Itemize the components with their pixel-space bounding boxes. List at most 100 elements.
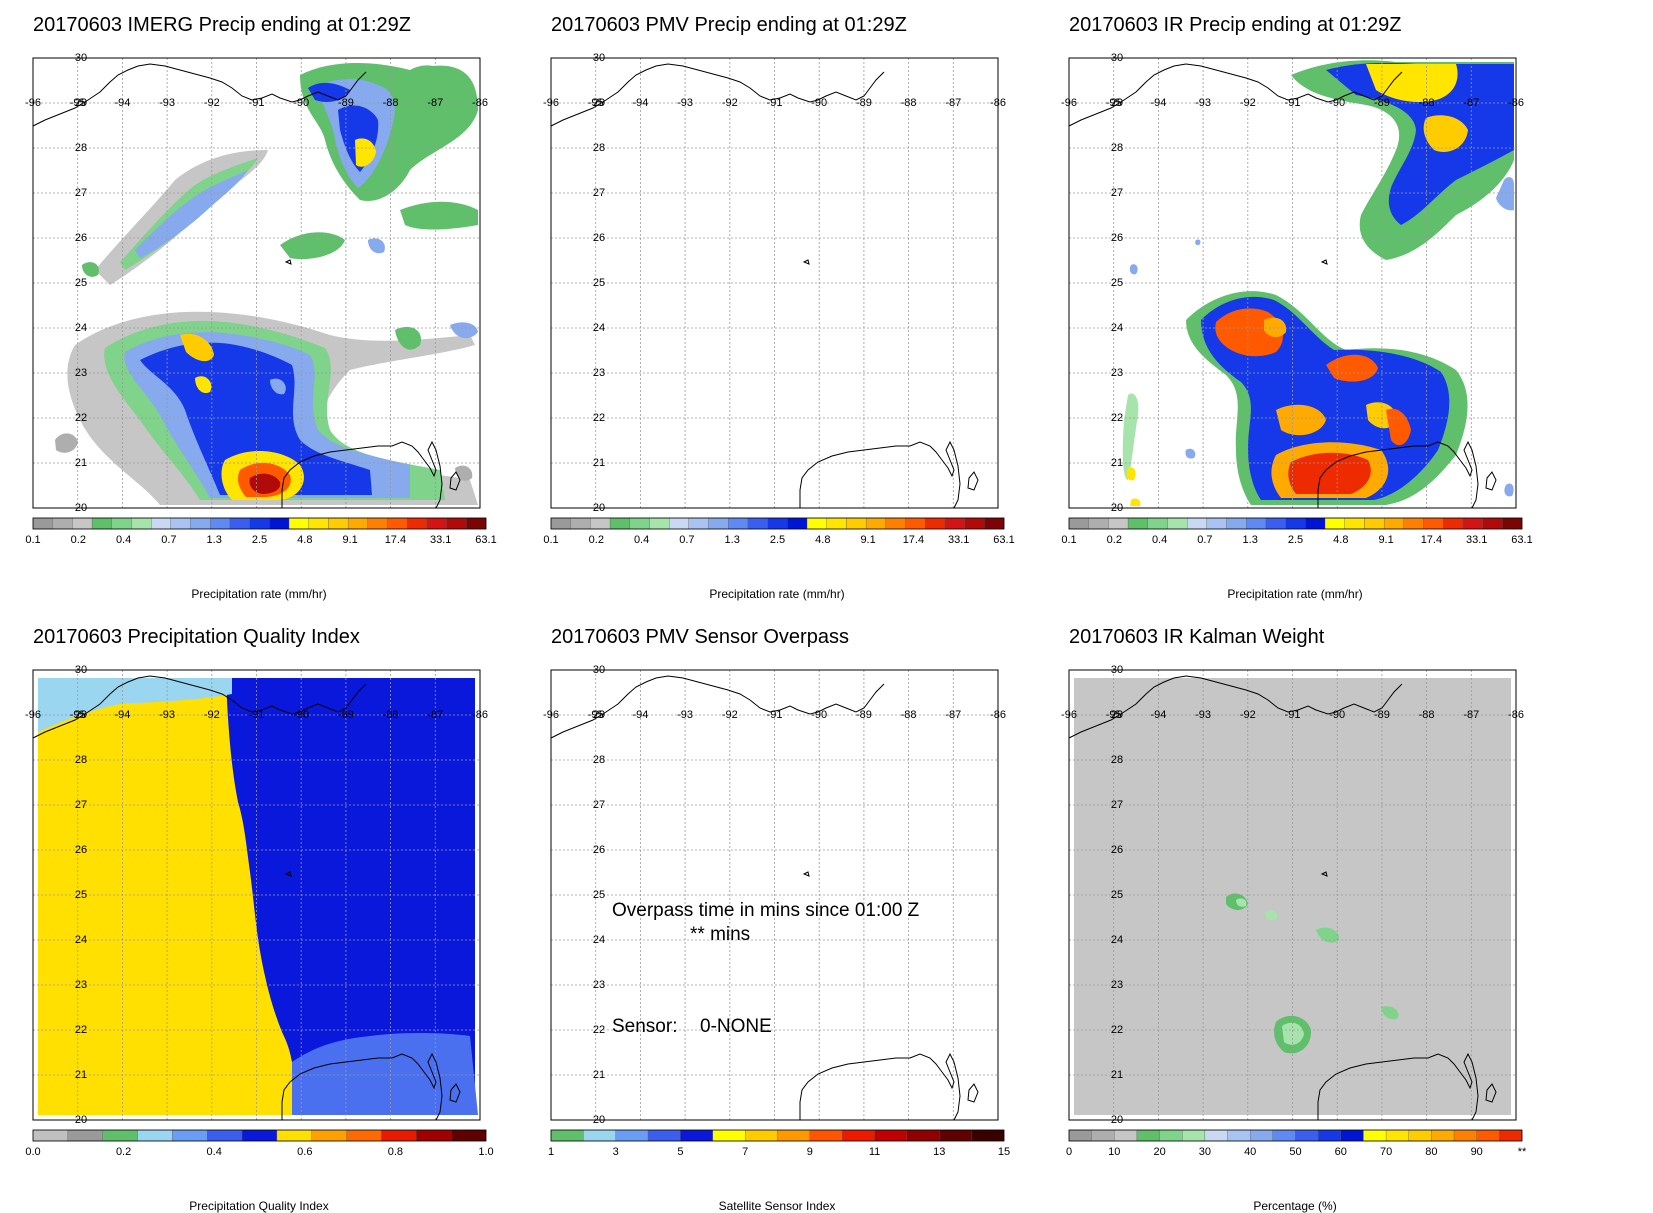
colorbar-tick-label: 15 <box>998 1146 1010 1158</box>
coastline-gulf-north <box>550 63 885 127</box>
colorbar-tick-label: 13 <box>933 1146 945 1158</box>
precip-cell <box>82 262 99 277</box>
lon-label: -89 <box>856 709 872 721</box>
colorbar-segment <box>550 517 571 530</box>
sensor-value: 0-NONE <box>700 1016 772 1037</box>
colorbar-segment <box>925 517 946 530</box>
colorbar-segment <box>767 517 788 530</box>
map-frame <box>550 57 999 509</box>
precip-cell <box>195 376 212 394</box>
precip-cell <box>410 65 445 84</box>
colorbar-tick-label: 0.0 <box>25 1146 40 1158</box>
lat-label: 28 <box>1111 142 1123 154</box>
kalman-cell <box>1236 898 1247 907</box>
lon-label: -95 <box>1106 97 1122 109</box>
lat-label: 27 <box>1111 187 1123 199</box>
colorbar-segment <box>1364 517 1385 530</box>
colorbar-segment <box>777 1129 811 1142</box>
quality-region-mid <box>292 1033 478 1115</box>
overpass-mins-value: ** mins <box>690 924 751 945</box>
panel-title: 20170603 PMV Precip ending at 01:29Z <box>551 14 907 36</box>
colorbar-tick-label: 1.3 <box>207 534 222 546</box>
lat-label: 24 <box>75 322 87 334</box>
colorbar-tick-label: 0.1 <box>543 534 558 546</box>
colorbar-segment <box>1068 517 1089 530</box>
lon-label: -93 <box>677 709 693 721</box>
colorbar-tick-label: 70 <box>1380 1146 1392 1158</box>
sensor-label: Sensor: <box>612 1016 678 1037</box>
colorbar-segment <box>570 517 591 530</box>
lat-label: 28 <box>1111 754 1123 766</box>
panel-title: 20170603 IR Precip ending at 01:29Z <box>1069 14 1402 36</box>
lat-label: 28 <box>593 754 605 766</box>
colorbar-segment <box>32 517 53 530</box>
lon-label: -88 <box>901 709 917 721</box>
precip-cell <box>135 170 248 258</box>
colorbar-segment <box>649 517 670 530</box>
colorbar-segment <box>826 517 847 530</box>
precip-cell <box>1326 62 1514 226</box>
colorbar-title: Precipitation rate (mm/hr) <box>709 587 845 601</box>
overpass-time-label: Overpass time in mins since 01:00 Z <box>612 900 920 921</box>
colorbar-tick-label: 0.6 <box>297 1146 312 1158</box>
colorbar-segment <box>1206 517 1227 530</box>
panel-sensor-overpass: 20170603 PMV Sensor Overpass -96 -95 -94 -9… <box>518 612 1058 1213</box>
colorbar-tick-label: 4.8 <box>1333 534 1348 546</box>
lon-label: -87 <box>945 97 961 109</box>
coastline-reef <box>802 259 810 265</box>
colorbar-segment <box>311 1129 347 1142</box>
coastline-yucatan <box>1317 440 1479 509</box>
colorbar-segment <box>1305 517 1326 530</box>
panel-title: 20170603 IMERG Precip ending at 01:29Z <box>33 14 412 36</box>
lat-label: 30 <box>75 664 87 676</box>
colorbar-segment <box>1187 517 1208 530</box>
lon-label: -95 <box>70 97 86 109</box>
colorbar-segment <box>416 1129 452 1142</box>
colorbar-tick-label: 0.7 <box>679 534 694 546</box>
coastline-reef <box>284 871 292 877</box>
colorbar-tick-label: 0.1 <box>1061 534 1076 546</box>
lat-label: 25 <box>75 889 87 901</box>
colorbar-segment <box>229 517 250 530</box>
colorbar-tick-label: 63.1 <box>1511 534 1532 546</box>
lon-label: -96 <box>543 97 559 109</box>
lat-label: 26 <box>593 232 605 244</box>
precip-cell <box>1288 452 1371 494</box>
lon-label: -96 <box>25 709 41 721</box>
colorbar-tick-label: 1.3 <box>1243 534 1258 546</box>
precip-cell <box>1496 177 1514 211</box>
colorbar-segment <box>151 517 172 530</box>
colorbar-segment <box>944 517 965 530</box>
colorbar-segment <box>1340 1129 1364 1142</box>
lon-label: -87 <box>427 709 443 721</box>
kalman-cell <box>1265 910 1278 921</box>
lat-label: 26 <box>75 844 87 856</box>
colorbar-segment <box>708 517 729 530</box>
colorbar-segment <box>1136 1129 1160 1142</box>
colorbar-frame <box>550 1129 1005 1142</box>
colorbar: 0.1 0.2 0.4 0.7 1.3 2.5 4.8 9.1 17.4 33.1 63.1 <box>543 517 1015 546</box>
colorbar-segment <box>1204 1129 1228 1142</box>
colorbar-segment <box>52 517 73 530</box>
colorbar: 0 10 20 30 40 50 60 70 80 90 ** <box>1066 1129 1527 1158</box>
coastline-yucatan <box>281 1052 443 1121</box>
colorbar-segment <box>806 517 827 530</box>
colorbar-segment <box>1431 1129 1455 1142</box>
lon-label: -87 <box>1463 97 1479 109</box>
colorbar-tick-label: 0.1 <box>25 534 40 546</box>
colorbar-segment <box>308 517 329 530</box>
map-frame <box>1068 669 1517 1121</box>
colorbar-segment <box>583 1129 616 1142</box>
panel-title: 20170603 IR Kalman Weight <box>1069 626 1325 648</box>
lat-label: 24 <box>1111 322 1123 334</box>
colorbar-segment <box>1403 517 1424 530</box>
colorbar-tick-label: 9.1 <box>342 534 357 546</box>
kalman-cell <box>1282 1022 1304 1045</box>
colorbar-segment <box>1226 517 1247 530</box>
colorbar-title: Percentage (%) <box>1253 1199 1337 1213</box>
coastline-island <box>449 1083 461 1103</box>
colorbar-segment <box>1482 517 1503 530</box>
colorbar-tick-label: 4.8 <box>815 534 830 546</box>
colorbar: 0.1 0.2 0.4 0.7 1.3 2.5 4.8 9.1 17.4 33.1 63.1 <box>1061 517 1533 546</box>
colorbar-segment <box>1324 517 1345 530</box>
